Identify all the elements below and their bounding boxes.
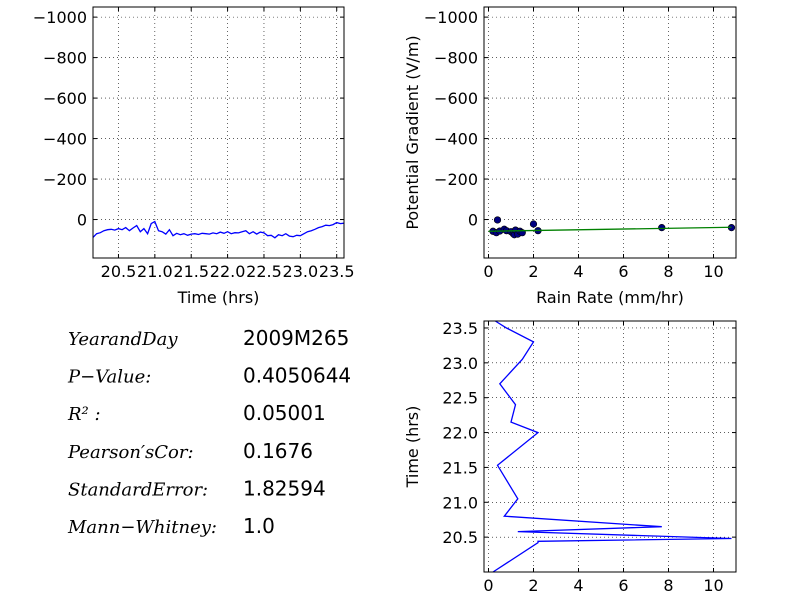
y-tick-label-3: −400 — [434, 130, 478, 149]
stat-value-5: 1.0 — [243, 514, 275, 538]
y-tick-label-4: −200 — [434, 170, 478, 189]
x-tick-label-0: 20.5 — [101, 262, 137, 281]
x-axis-label: Time (hrs) — [177, 288, 260, 307]
y-tick-label-1: −800 — [434, 49, 478, 68]
x-axis-label: Rain Rate (mm/hr) — [536, 288, 684, 307]
x-tick-label-5: 23.0 — [283, 262, 319, 281]
x-tick-label-5: 10 — [703, 262, 723, 281]
x-tick-label-3: 6 — [618, 262, 628, 281]
y-tick-label-3: −400 — [43, 130, 87, 149]
scatter-point-13 — [529, 220, 538, 228]
stat-value-4: 1.82594 — [243, 476, 326, 500]
y-tick-label-1: −800 — [43, 49, 87, 68]
x-tick-label-5: 10 — [703, 576, 723, 595]
axes-frame — [92, 6, 345, 259]
x-tick-label-4: 8 — [663, 262, 673, 281]
y-tick-label-3: 22.0 — [442, 424, 478, 443]
y-tick-label-0: −1000 — [33, 8, 87, 27]
x-tick-label-6: 23.5 — [319, 262, 355, 281]
y-tick-label-2: −600 — [434, 89, 478, 108]
stat-value-2: 0.05001 — [243, 401, 326, 425]
stat-label-3: Pearson′sCor: — [67, 442, 194, 463]
x-tick-label-1: 2 — [528, 262, 538, 281]
rain-time-chart: 0 2 4 6 8 10 20.5 21.0 21.5 22.0 22.5 23.0 23.5 Time … — [403, 319, 737, 595]
fit-line — [488, 226, 732, 232]
x-tick-label-2: 4 — [573, 262, 583, 281]
y-tick-label-5: 0 — [77, 211, 87, 230]
y-axis-label: Time (hrs) — [403, 406, 422, 489]
y-tick-label-5: 0 — [468, 211, 478, 230]
data-line — [492, 320, 732, 573]
stat-label-2: R² : — [67, 404, 101, 425]
time-series-chart: 20.5 21.0 21.5 22.0 22.5 23.0 23.5 −1000 −800 −60… — [33, 6, 355, 307]
axes-frame — [483, 320, 737, 573]
stat-label-0: YearandDay — [68, 329, 178, 350]
stat-label-4: StandardError: — [68, 479, 208, 500]
y-tick-label-1: 21.0 — [442, 493, 478, 512]
x-tick-label-4: 8 — [663, 576, 673, 595]
x-tick-label-0: 0 — [483, 576, 493, 595]
y-tick-label-0: −1000 — [424, 8, 478, 27]
stat-value-1: 0.4050644 — [243, 364, 351, 388]
stat-value-0: 2009M265 — [243, 326, 349, 350]
data-line — [92, 220, 345, 239]
stats-panel: YearandDay 2009M265 P−Value: 0.4050644 R² : 0… — [67, 326, 351, 538]
stat-label-1: P−Value: — [67, 367, 151, 388]
scatter-chart: 0 2 4 6 8 10 −1000 −800 −600 −400 −200 0 Rain Rate (… — [403, 6, 737, 307]
x-tick-label-1: 21.0 — [137, 262, 173, 281]
stat-label-5: Mann−Whitney: — [67, 517, 217, 538]
y-tick-label-4: −200 — [43, 170, 87, 189]
x-tick-label-3: 6 — [618, 576, 628, 595]
scatter-point-2 — [493, 216, 502, 224]
x-tick-label-1: 2 — [528, 576, 538, 595]
x-tick-label-2: 21.5 — [173, 262, 209, 281]
y-tick-label-4: 22.5 — [442, 389, 478, 408]
scatter-point-15 — [658, 224, 666, 232]
y-tick-label-5: 23.0 — [442, 354, 478, 373]
x-tick-label-4: 22.5 — [246, 262, 282, 281]
x-tick-label-2: 4 — [573, 576, 583, 595]
y-tick-label-6: 23.5 — [442, 319, 478, 338]
stat-value-3: 0.1676 — [243, 439, 313, 463]
x-tick-label-3: 22.0 — [210, 262, 246, 281]
y-axis-label: Potential Gradient (V/m) — [403, 35, 422, 229]
axes-frame — [483, 6, 737, 259]
y-tick-label-2: −600 — [43, 89, 87, 108]
y-tick-label-2: 21.5 — [442, 458, 478, 477]
x-tick-label-0: 0 — [483, 262, 493, 281]
y-tick-label-0: 20.5 — [442, 528, 478, 547]
